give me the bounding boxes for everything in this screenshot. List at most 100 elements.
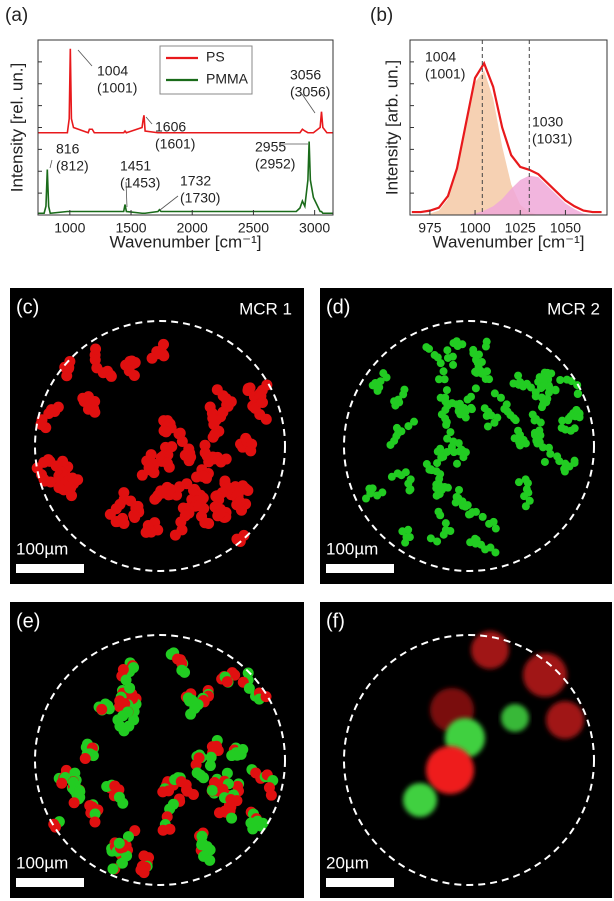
particle xyxy=(112,714,124,726)
particle xyxy=(196,839,208,851)
particle xyxy=(433,447,442,456)
annotation-sub: (1601) xyxy=(155,136,195,152)
particle xyxy=(169,529,181,541)
particle xyxy=(455,405,464,414)
particle xyxy=(66,490,78,502)
particle xyxy=(478,512,487,521)
particle xyxy=(509,414,518,423)
particle xyxy=(433,459,442,468)
particle xyxy=(231,499,243,511)
leader-line xyxy=(159,195,179,211)
x-tick-label: 1500 xyxy=(115,220,146,236)
annotation-sub: (1001) xyxy=(97,80,137,96)
particle xyxy=(443,346,452,355)
particle xyxy=(521,502,530,511)
annotation: 1004 xyxy=(425,49,456,65)
particle xyxy=(401,468,410,477)
particle xyxy=(116,857,128,869)
particle xyxy=(229,669,241,681)
particle xyxy=(204,760,216,772)
particle xyxy=(245,445,257,457)
particle xyxy=(564,416,573,425)
particle xyxy=(449,339,458,348)
particle xyxy=(373,491,382,500)
particle xyxy=(404,525,413,534)
particle xyxy=(194,769,206,781)
annotation: 1030 xyxy=(532,114,563,130)
x-axis-label: Wavenumber [cm⁻¹] xyxy=(433,232,585,251)
x-tick-label: 1000 xyxy=(54,220,85,236)
annotation: 1606 xyxy=(155,119,186,135)
legend-label: PMMA xyxy=(206,71,249,87)
particle xyxy=(545,383,554,392)
particle xyxy=(179,666,191,678)
x-tick-label: 3000 xyxy=(299,220,330,236)
scale-bar-label: 100µm xyxy=(16,539,68,558)
particle xyxy=(163,785,175,797)
particle xyxy=(461,413,470,422)
particle xyxy=(540,457,549,466)
particle xyxy=(531,392,540,401)
line xyxy=(38,48,333,134)
particle xyxy=(181,785,193,797)
particle xyxy=(382,373,391,382)
leader-line xyxy=(301,93,316,114)
particle xyxy=(136,469,148,481)
particle xyxy=(436,511,445,520)
particle xyxy=(112,516,124,528)
panel-label: (c) xyxy=(16,296,39,318)
x-tick-label: 1050 xyxy=(550,220,581,236)
particle xyxy=(442,420,451,429)
particle xyxy=(544,443,553,452)
particle xyxy=(459,453,468,462)
annotation-sub: (2952) xyxy=(255,156,295,172)
particle xyxy=(489,517,498,526)
particle xyxy=(403,783,437,817)
particle xyxy=(265,789,277,801)
particle xyxy=(394,395,403,404)
particle xyxy=(56,777,68,789)
particle xyxy=(526,383,535,392)
particle xyxy=(433,537,442,546)
particle xyxy=(514,371,523,380)
particle xyxy=(185,451,197,463)
particle xyxy=(226,750,238,762)
particle xyxy=(373,386,382,395)
scale-bar xyxy=(326,564,394,573)
particle xyxy=(220,453,232,465)
scale-bar-label: 100µm xyxy=(16,853,68,872)
particle xyxy=(485,375,494,384)
panel-label: (e) xyxy=(16,610,40,632)
particle xyxy=(203,517,215,529)
field-of-view xyxy=(34,320,286,572)
particle xyxy=(538,400,547,409)
panel-label: (f) xyxy=(326,610,345,632)
particle xyxy=(405,533,414,542)
particle xyxy=(490,418,499,427)
y-axis-label: Intensity [arb. un.] xyxy=(382,60,401,195)
particle xyxy=(105,370,117,382)
area xyxy=(411,175,602,215)
scale-bar-label: 20µm xyxy=(326,853,369,872)
annotation-sub: (1031) xyxy=(532,131,572,147)
particle xyxy=(38,473,50,485)
particle xyxy=(441,519,450,528)
particle xyxy=(434,375,443,384)
legend-box xyxy=(159,45,253,95)
particle xyxy=(107,863,119,875)
scale-bar xyxy=(16,878,84,887)
line xyxy=(38,141,333,215)
x-tick-label: 2000 xyxy=(177,220,208,236)
particle xyxy=(570,456,579,465)
particle xyxy=(366,487,375,496)
annotation: 1004 xyxy=(97,63,128,79)
particle xyxy=(440,375,449,384)
particles xyxy=(31,338,273,547)
particle xyxy=(473,358,482,367)
particle xyxy=(386,440,395,449)
leader-line xyxy=(49,159,53,169)
particle xyxy=(53,482,65,494)
particle xyxy=(486,543,495,552)
scale-bar-label: 100µm xyxy=(326,539,378,558)
